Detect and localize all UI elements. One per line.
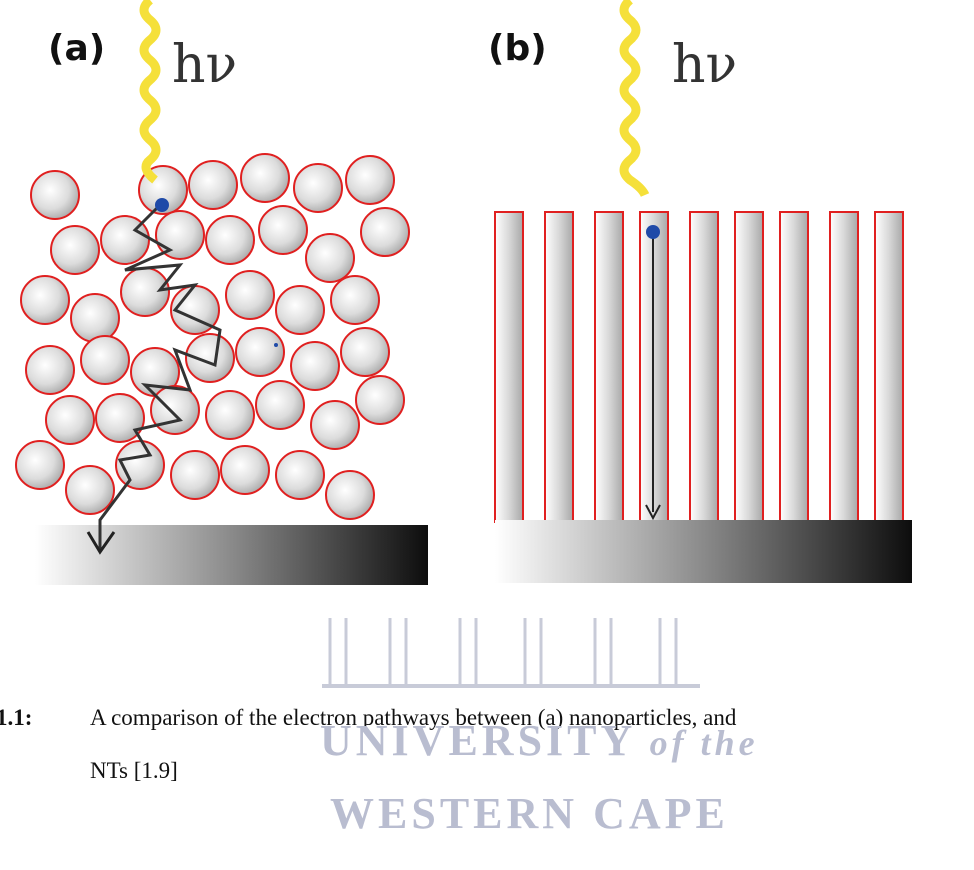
watermark-text: UNIVERSITY of the [320, 716, 759, 765]
nanoparticle [276, 451, 324, 499]
panel-label: (b) [488, 28, 547, 69]
nanoparticle [356, 376, 404, 424]
nanoparticle [21, 276, 69, 324]
page: (a) hν (b) hν 1.1: A comparison of the e… [0, 0, 974, 870]
nanotube [830, 212, 858, 522]
nanotubes [495, 212, 903, 522]
nanotube [875, 212, 903, 522]
nanoparticle [121, 268, 169, 316]
nanoparticle [236, 328, 284, 376]
watermark-text: WESTERN CAPE [330, 789, 729, 838]
watermark-word: UNIVERSITY [320, 716, 635, 765]
nanoparticle [221, 446, 269, 494]
figure: (a) hν (b) hν 1.1: A comparison of the e… [0, 0, 974, 870]
nanoparticle [294, 164, 342, 212]
nanoparticle [259, 206, 307, 254]
photon-wave [624, 0, 645, 195]
nanoparticle [361, 208, 409, 256]
watermark-columns [330, 618, 676, 684]
nanoparticle [189, 161, 237, 209]
nanoparticle [326, 471, 374, 519]
nanoparticle [46, 396, 94, 444]
nanoparticle [51, 226, 99, 274]
nanoparticle [81, 336, 129, 384]
caption-text: NTs [1.9] [90, 758, 178, 783]
panel-label: (a) [48, 28, 105, 69]
nanoparticle [226, 271, 274, 319]
nanoparticle [306, 234, 354, 282]
photon-label: hν [172, 35, 237, 95]
nanoparticle [16, 441, 64, 489]
nanoparticle [31, 171, 79, 219]
substrate [495, 520, 912, 583]
nanoparticle [341, 328, 389, 376]
nanotube [780, 212, 808, 522]
nanoparticle [241, 154, 289, 202]
nanotube [545, 212, 573, 522]
electron [155, 198, 169, 212]
nanotube [690, 212, 718, 522]
nanoparticles [16, 154, 409, 519]
nanoparticle [26, 346, 74, 394]
nanoparticle [331, 276, 379, 324]
nanoparticle [256, 381, 304, 429]
photon-wave [144, 0, 156, 180]
electron [646, 225, 660, 239]
nanoparticle [291, 342, 339, 390]
nanotube [735, 212, 763, 522]
nanoparticle [206, 391, 254, 439]
nanoparticle [311, 401, 359, 449]
electron [274, 343, 278, 347]
nanotube [595, 212, 623, 522]
nanoparticle [66, 466, 114, 514]
nanoparticle [346, 156, 394, 204]
nanotube [495, 212, 523, 522]
nanoparticle [171, 451, 219, 499]
substrate [35, 525, 428, 585]
nanoparticle [151, 386, 199, 434]
watermark-word: of the [650, 723, 759, 763]
caption-number: 1.1: [0, 705, 32, 730]
nanoparticle [206, 216, 254, 264]
photon-label: hν [672, 35, 737, 95]
nanoparticle [276, 286, 324, 334]
nanoparticle [71, 294, 119, 342]
